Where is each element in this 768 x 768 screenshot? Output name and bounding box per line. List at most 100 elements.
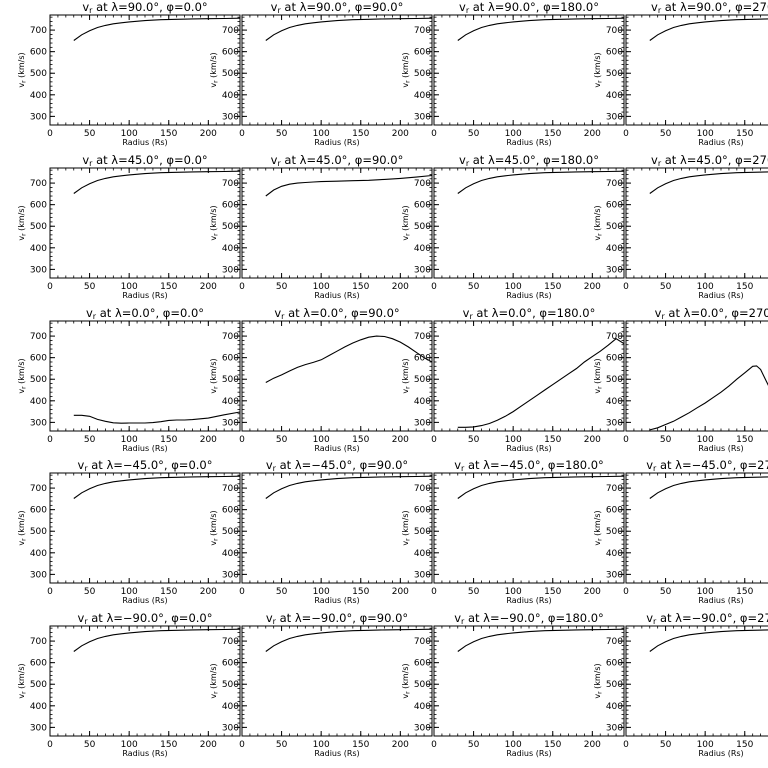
title-subscript-r: r (653, 464, 657, 473)
x-tick-label: 100 (121, 129, 138, 139)
x-axis-label: Radius (Rs) (506, 596, 551, 605)
title-v: v (271, 153, 278, 167)
x-tick-label: 200 (392, 282, 409, 292)
x-tick-label: 50 (276, 587, 288, 597)
x-tick-label: 50 (276, 282, 288, 292)
x-tick-label: 0 (239, 282, 245, 292)
y-axis-label: vr (km/s) (209, 510, 220, 545)
y-tick-label: 400 (414, 549, 431, 559)
title-text: at λ=45.0°, φ=270.0° (661, 153, 768, 167)
title-text: at λ=−90.0°, φ=0.0° (88, 611, 213, 625)
y-axis-label: vr (km/s) (401, 663, 412, 698)
title-v: v (82, 0, 89, 14)
x-tick-label: 150 (352, 740, 369, 750)
x-tick-label: 0 (239, 129, 245, 139)
y-tick-label: 700 (30, 637, 47, 647)
y-axis-label: vr (km/s) (17, 663, 28, 698)
subplot: vr at λ=45.0°, φ=180.0°0 50 100 150 20030040… (401, 153, 625, 300)
y-tick-label: 600 (222, 48, 239, 58)
x-tick-label: 0 (431, 740, 437, 750)
y-tick-label: 700 (30, 26, 47, 36)
title-text: at λ=90.0°, φ=90.0° (281, 0, 404, 14)
title-subscript-r: r (461, 464, 465, 473)
x-tick-label: 0 (431, 282, 437, 292)
x-tick-label: 50 (276, 129, 288, 139)
title-v: v (266, 458, 273, 472)
y-tick-label: 700 (222, 484, 239, 494)
x-axis-label: Radius (Rs) (122, 444, 167, 453)
y-tick-label: 500 (606, 69, 623, 79)
x-tick-label: 150 (544, 282, 561, 292)
y-tick-label: 500 (414, 222, 431, 232)
series-line (73, 628, 240, 652)
y-label-units: (km/s) (17, 663, 26, 691)
plot-frame (625, 625, 768, 737)
x-axis-label: Radius (Rs) (122, 749, 167, 758)
y-label-v: v (17, 389, 26, 394)
series-line (457, 628, 624, 652)
title-subscript-r: r (89, 159, 93, 168)
y-label-subscript-r: r (597, 233, 604, 236)
x-tick-label: 100 (313, 435, 330, 445)
x-tick-label: 0 (623, 587, 629, 597)
y-tick-label: 400 (30, 244, 47, 254)
x-tick-label: 150 (544, 129, 561, 139)
y-label-subscript-r: r (21, 538, 28, 541)
y-axis-label: vr (km/s) (17, 510, 28, 545)
y-tick-label: 700 (30, 332, 47, 342)
x-tick-label: 50 (660, 282, 672, 292)
y-tick-label: 400 (414, 397, 431, 407)
y-label-subscript-r: r (213, 233, 220, 236)
y-tick-label: 500 (30, 527, 47, 537)
y-tick-label: 700 (606, 179, 623, 189)
y-label-subscript-r: r (21, 233, 28, 236)
plot-frame (625, 167, 768, 279)
y-label-units: (km/s) (401, 663, 410, 691)
y-tick-label: 500 (414, 69, 431, 79)
subplot: vr at λ=−45.0°, φ=270.0°0501001502003004… (593, 458, 768, 605)
subplot: vr at λ=90.0°, φ=270.0°05010015020030040… (593, 0, 768, 147)
y-label-v: v (209, 236, 218, 241)
y-tick-label: 300 (30, 723, 47, 733)
x-tick-label: 0 (431, 435, 437, 445)
y-label-units: (km/s) (401, 358, 410, 386)
y-tick-label: 400 (414, 244, 431, 254)
y-label-units: (km/s) (593, 358, 602, 386)
x-tick-label: 50 (84, 282, 96, 292)
title-v: v (454, 458, 461, 472)
x-tick-label: 150 (736, 435, 753, 445)
y-tick-label: 400 (606, 702, 623, 712)
x-tick-label: 150 (736, 740, 753, 750)
x-tick-label: 50 (468, 435, 480, 445)
x-tick-label: 150 (160, 740, 177, 750)
x-tick-label: 150 (352, 282, 369, 292)
subplot-title: vr at λ=90.0°, φ=180.0° (459, 0, 599, 15)
x-axis-label: Radius (Rs) (314, 749, 359, 758)
x-axis-label: Radius (Rs) (314, 444, 359, 453)
title-subscript-r: r (466, 159, 470, 168)
title-subscript-r: r (93, 312, 97, 321)
x-tick-label: 0 (239, 435, 245, 445)
title-subscript-r: r (469, 312, 473, 321)
y-tick-label: 300 (222, 112, 239, 122)
y-label-subscript-r: r (21, 386, 28, 389)
x-tick-label: 100 (697, 282, 714, 292)
subplot-title: vr at λ=−90.0°, φ=0.0° (78, 611, 213, 626)
x-tick-label: 200 (584, 435, 601, 445)
x-axis-label: Radius (Rs) (122, 138, 167, 147)
y-tick-label: 500 (606, 222, 623, 232)
y-label-subscript-r: r (213, 386, 220, 389)
plot-frame (625, 472, 768, 584)
subplot-title: vr at λ=−90.0°, φ=180.0° (454, 611, 604, 626)
x-tick-label: 100 (505, 740, 522, 750)
y-tick-label: 300 (30, 418, 47, 428)
x-tick-label: 200 (584, 740, 601, 750)
y-label-v: v (593, 389, 602, 394)
x-tick-label: 150 (160, 587, 177, 597)
x-axis-label: Radius (Rs) (506, 444, 551, 453)
y-label-units: (km/s) (593, 52, 602, 80)
title-text: at λ=−90.0°, φ=270.0° (656, 611, 768, 625)
y-axis-label: vr (km/s) (17, 52, 28, 87)
x-tick-label: 200 (584, 282, 601, 292)
y-tick-label: 600 (30, 506, 47, 516)
